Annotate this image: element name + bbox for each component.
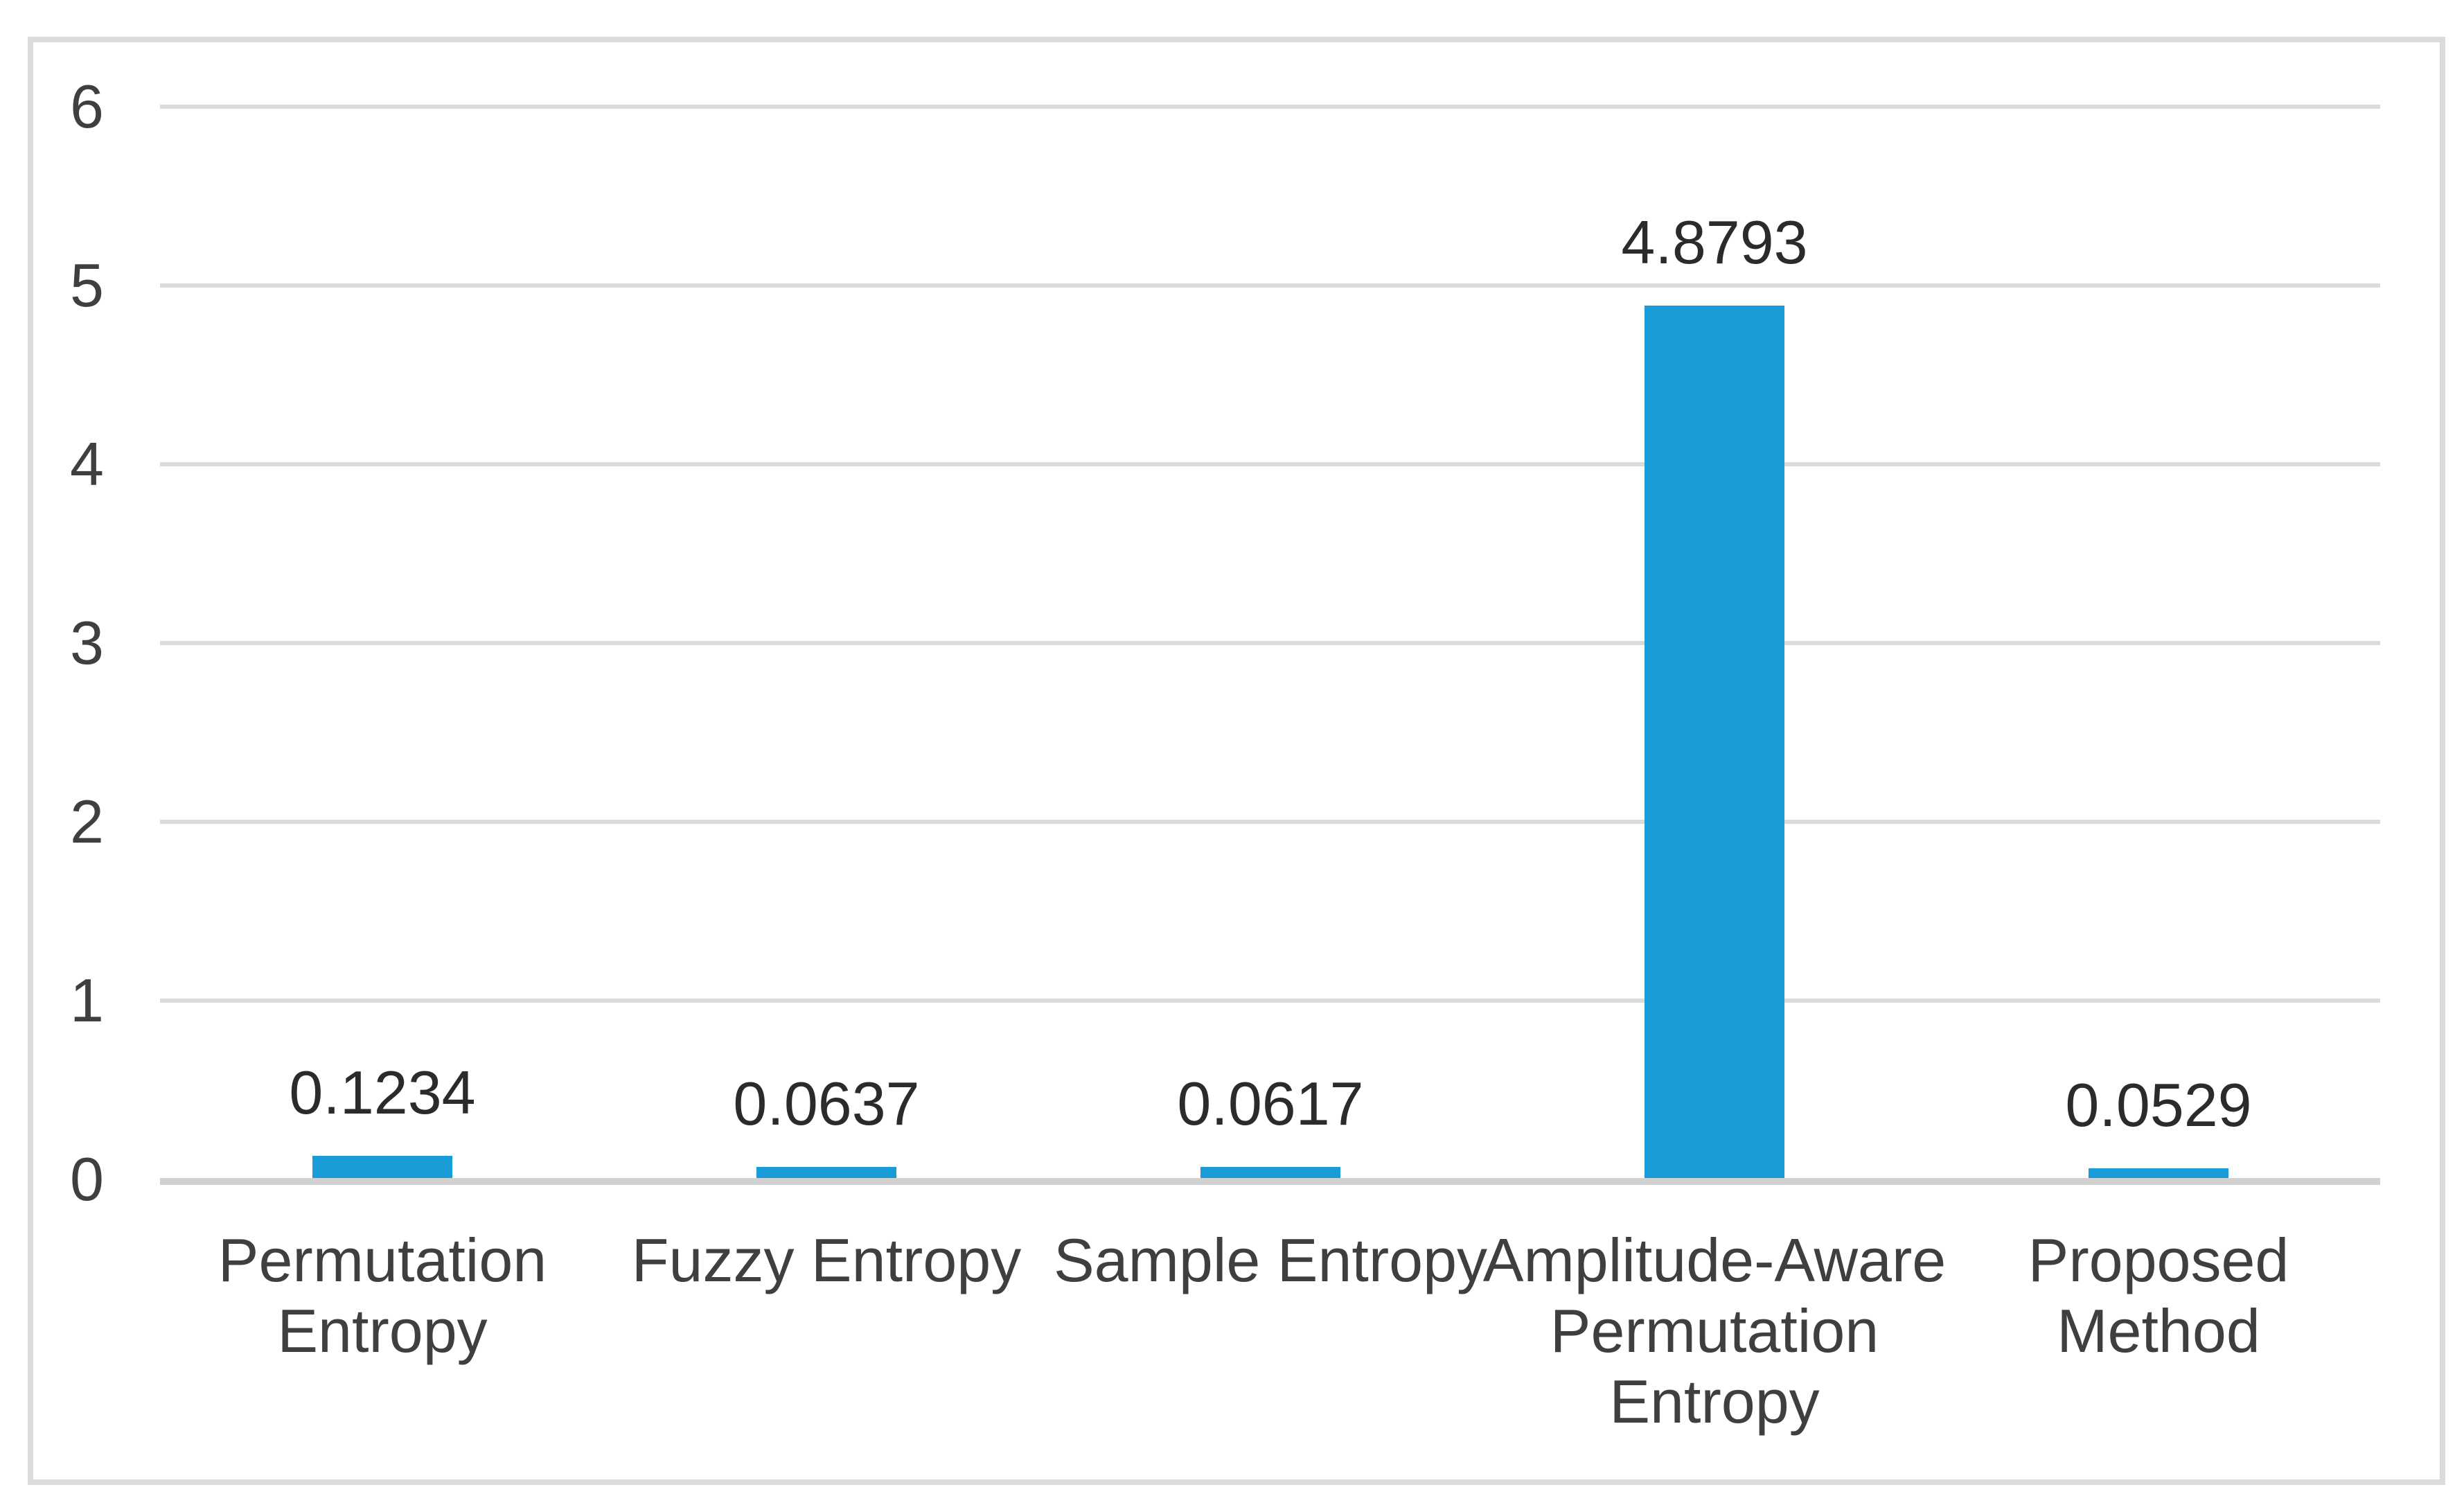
gridline-y-3 <box>160 641 2380 645</box>
bar-permutation-entropy <box>312 1156 452 1178</box>
data-label: 0.0529 <box>2065 1071 2252 1139</box>
gridline-y-6 <box>160 105 2380 109</box>
category-label: Fuzzy Entropy <box>631 1226 1022 1294</box>
data-label: 0.0617 <box>1177 1069 1364 1138</box>
x-axis-line <box>160 1178 2380 1185</box>
data-label: 0.0637 <box>733 1069 920 1138</box>
bar-fuzzy-entropy <box>756 1167 896 1178</box>
gridline-y-1 <box>160 999 2380 1003</box>
y-axis-tick-label: 0 <box>70 1145 104 1213</box>
category-label: Sample Entropy <box>1053 1226 1488 1294</box>
data-label: 0.1234 <box>289 1058 476 1127</box>
gridline-y-2 <box>160 820 2380 824</box>
y-axis-tick-label: 4 <box>70 430 104 498</box>
gridline-y-5 <box>160 283 2380 288</box>
bar-sample-entropy <box>1200 1167 1340 1178</box>
data-label: 4.8793 <box>1621 208 1808 276</box>
gridline-y-4 <box>160 462 2380 466</box>
bar-amplitude-aware-permutation-entropy <box>1645 306 1784 1178</box>
chart-plot-area <box>28 37 2445 1485</box>
category-label: Proposed Method <box>2028 1226 2289 1365</box>
category-label: Permutation Entropy <box>218 1226 547 1365</box>
y-axis-tick-label: 3 <box>70 608 104 677</box>
category-label: Amplitude-Aware Permutation Entropy <box>1482 1226 1947 1436</box>
y-axis-tick-label: 1 <box>70 966 104 1035</box>
bar-proposed-method <box>2089 1168 2228 1178</box>
y-axis-tick-label: 2 <box>70 787 104 856</box>
y-axis-tick-label: 6 <box>70 72 104 141</box>
y-axis-tick-label: 5 <box>70 251 104 319</box>
